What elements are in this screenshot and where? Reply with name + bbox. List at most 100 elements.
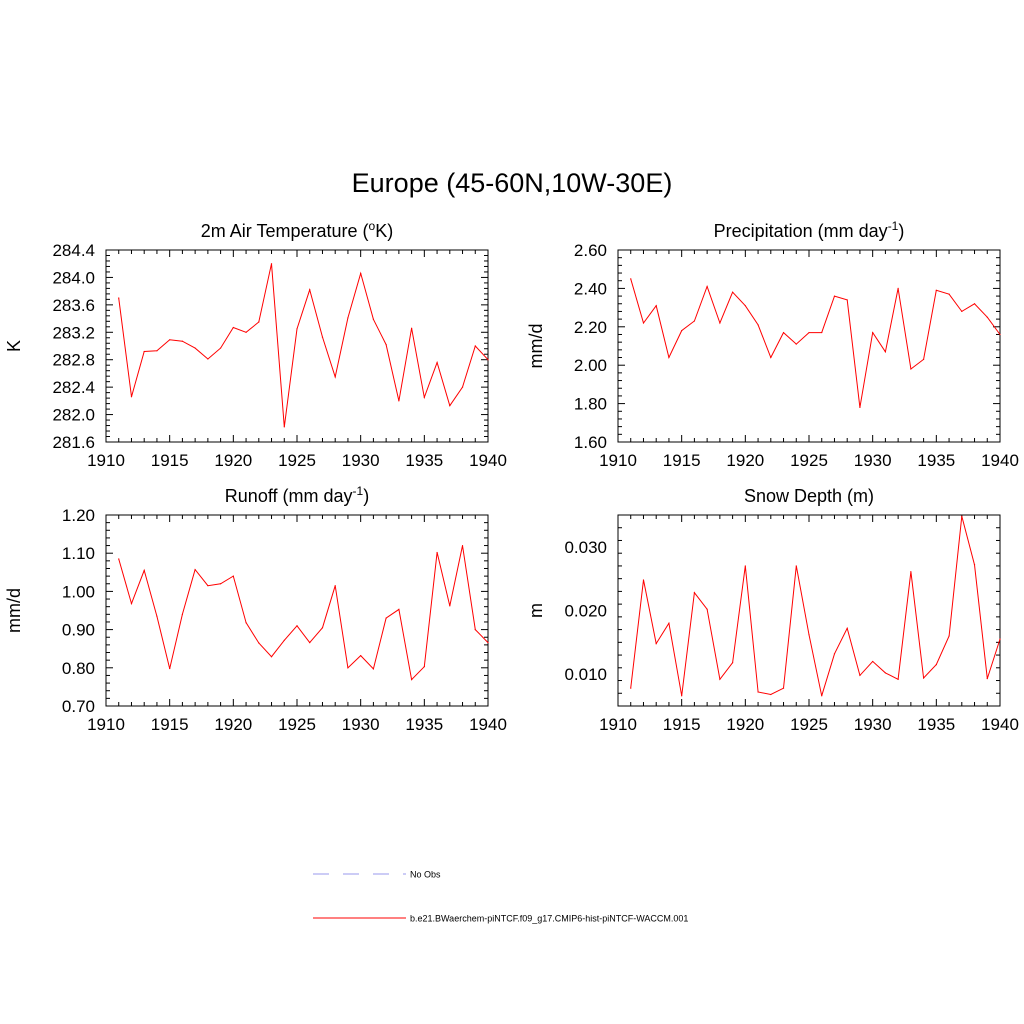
data-point [232,575,234,577]
data-point [770,356,772,359]
plot-frame [617,514,1001,707]
data-point [169,339,171,341]
data-point [833,295,836,297]
data-point [321,627,324,629]
data-point [411,327,413,329]
data-point [220,347,222,349]
data-point [630,687,632,689]
data-point [821,331,823,334]
data-point [423,396,425,399]
panel-title: Precipitation (mm day-1) [714,219,905,241]
data-point [719,678,721,680]
data-point [372,318,374,320]
data-point [770,693,772,696]
data-point [821,695,823,697]
data-point [630,278,632,280]
data-point [347,317,349,319]
data-point [360,654,362,657]
y-axis-label: mm/d [526,324,546,369]
x-tick-label: 1920 [726,715,764,734]
x-tick-label: 1915 [151,451,189,470]
data-point [693,320,696,322]
x-tick-label: 1940 [469,451,507,470]
y-tick-label: 0.020 [564,602,607,621]
panel-2: 1910 1915 1920 1925 1930 1935 1940 1.60 1.80 2.00… [526,219,1019,470]
y-tick-label: 281.6 [52,433,95,452]
data-point [283,426,285,428]
panel-title: 2m Air Temperature (oK) [201,219,393,241]
x-tick-label: 1940 [981,715,1019,734]
panel-4: 1910 1915 1920 1925 1930 1935 1940 0.010 0.020 0.… [526,486,1019,734]
legend-label: No Obs [410,870,441,880]
y-tick-label: 1.80 [574,395,607,414]
data-point [757,691,759,693]
data-point [347,667,349,669]
panel-title: Snow Depth (m) [744,486,874,506]
x-tick-label: 1930 [342,715,380,734]
x-tick-label: 1935 [917,715,955,734]
data-point [910,368,912,370]
data-point [795,565,797,567]
data-point [795,343,797,345]
x-tick-label: 1930 [854,715,892,734]
panel-title: Runoff (mm day-1) [225,484,369,506]
data-point [474,629,476,631]
legend: No Obs b.e21.BWaerchem-piNTCF.f09_g17.CMI… [313,870,688,924]
y-tick-label: 283.6 [52,296,95,315]
data-point [181,613,183,615]
data-point [948,635,950,637]
data-point [207,358,209,360]
data-point [732,662,734,664]
data-point [372,668,374,670]
data-point [681,330,683,332]
data-point [973,564,976,566]
data-point [668,356,670,359]
data-point [461,544,464,547]
data-point [808,634,810,636]
y-tick-label: 1.60 [574,433,607,452]
data-point [309,289,311,291]
data-point [999,638,1001,640]
y-tick-label: 0.70 [62,697,95,716]
x-tick-label: 1915 [663,451,701,470]
data-point [398,608,400,610]
data-point [296,328,298,330]
y-tick-label: 282.0 [52,406,95,425]
x-tick-label: 1915 [151,715,189,734]
series-line [118,263,489,427]
data-point [833,653,836,655]
data-point [334,585,336,587]
x-tick-label: 1930 [854,451,892,470]
data-point [859,674,861,677]
x-tick-label: 1940 [469,715,507,734]
data-point [693,592,696,594]
data-point [334,376,336,378]
x-tick-label: 1925 [790,451,828,470]
x-tick-label: 1935 [405,715,443,734]
panel-1: 1910 1915 1920 1925 1930 1935 1940 281.6 282.0 28… [4,219,507,470]
data-point [398,400,400,402]
x-tick-label: 1920 [214,715,252,734]
x-tick-label: 1935 [917,451,955,470]
y-tick-label: 284.0 [52,268,95,287]
data-point [897,678,899,680]
y-tick-label: 2.40 [574,279,607,298]
y-tick-label: 0.030 [564,538,607,557]
x-tick-label: 1925 [278,451,316,470]
data-point [999,333,1001,336]
data-point [118,558,120,560]
figure-title: Europe (45-60N,10W-30E) [351,168,673,198]
x-tick-label: 1920 [726,451,764,470]
data-point [986,678,988,680]
x-tick-label: 1910 [87,715,125,734]
data-point [642,579,645,581]
panel-3: 1910 1915 1920 1925 1930 1935 1940 0.70 0.80 0.90… [4,484,507,734]
x-tick-label: 1940 [981,451,1019,470]
x-tick-label: 1925 [278,715,316,734]
x-tick-label: 1910 [599,451,637,470]
data-point [655,305,657,307]
data-point [846,299,848,301]
data-point [681,695,683,697]
data-point [411,679,413,681]
